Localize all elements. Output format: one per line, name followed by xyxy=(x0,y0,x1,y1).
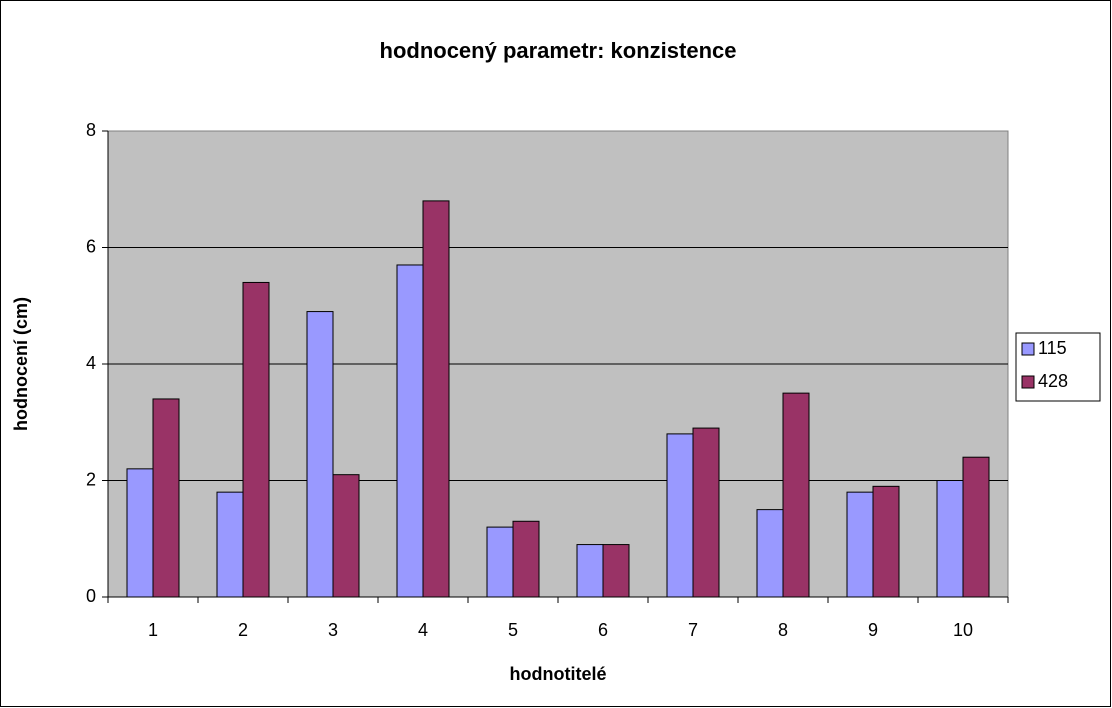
bar xyxy=(666,433,694,598)
bar xyxy=(576,544,604,598)
x-axis-label: hodnotitelé xyxy=(510,664,607,684)
bar xyxy=(962,456,990,598)
bar xyxy=(422,200,450,598)
bar xyxy=(396,264,424,598)
x-tick-label: 9 xyxy=(868,620,878,640)
y-tick-label: 6 xyxy=(86,236,96,256)
bar xyxy=(602,544,630,598)
bar xyxy=(936,480,964,598)
x-tick-label: 2 xyxy=(238,620,248,640)
x-tick-label: 10 xyxy=(953,620,973,640)
bar xyxy=(332,474,360,598)
x-tick-label: 4 xyxy=(418,620,428,640)
bar xyxy=(216,491,244,598)
bar xyxy=(756,509,784,598)
x-tick-label: 7 xyxy=(688,620,698,640)
bar xyxy=(872,485,900,598)
bar xyxy=(512,520,540,598)
x-tick-label: 3 xyxy=(328,620,338,640)
chart-title: hodnocený parametr: konzistence xyxy=(380,38,737,63)
bar xyxy=(846,491,874,598)
bar xyxy=(486,526,514,598)
bar xyxy=(152,398,180,598)
y-tick-label: 0 xyxy=(86,586,96,606)
y-tick-label: 2 xyxy=(86,469,96,489)
legend-label: 428 xyxy=(1038,371,1068,391)
bar xyxy=(782,392,810,598)
bar xyxy=(242,281,270,598)
bar xyxy=(692,427,720,598)
y-tick-label: 4 xyxy=(86,353,96,373)
bar xyxy=(306,311,334,598)
legend-swatch xyxy=(1021,342,1035,356)
bar xyxy=(126,468,154,598)
legend-swatch xyxy=(1021,375,1035,389)
x-tick-label: 8 xyxy=(778,620,788,640)
x-tick-label: 6 xyxy=(598,620,608,640)
y-axis-label: hodnocení (cm) xyxy=(11,297,31,431)
x-tick-label: 1 xyxy=(148,620,158,640)
legend-label: 115 xyxy=(1038,338,1067,358)
y-tick-label: 8 xyxy=(86,120,96,140)
x-tick-label: 5 xyxy=(508,620,518,640)
